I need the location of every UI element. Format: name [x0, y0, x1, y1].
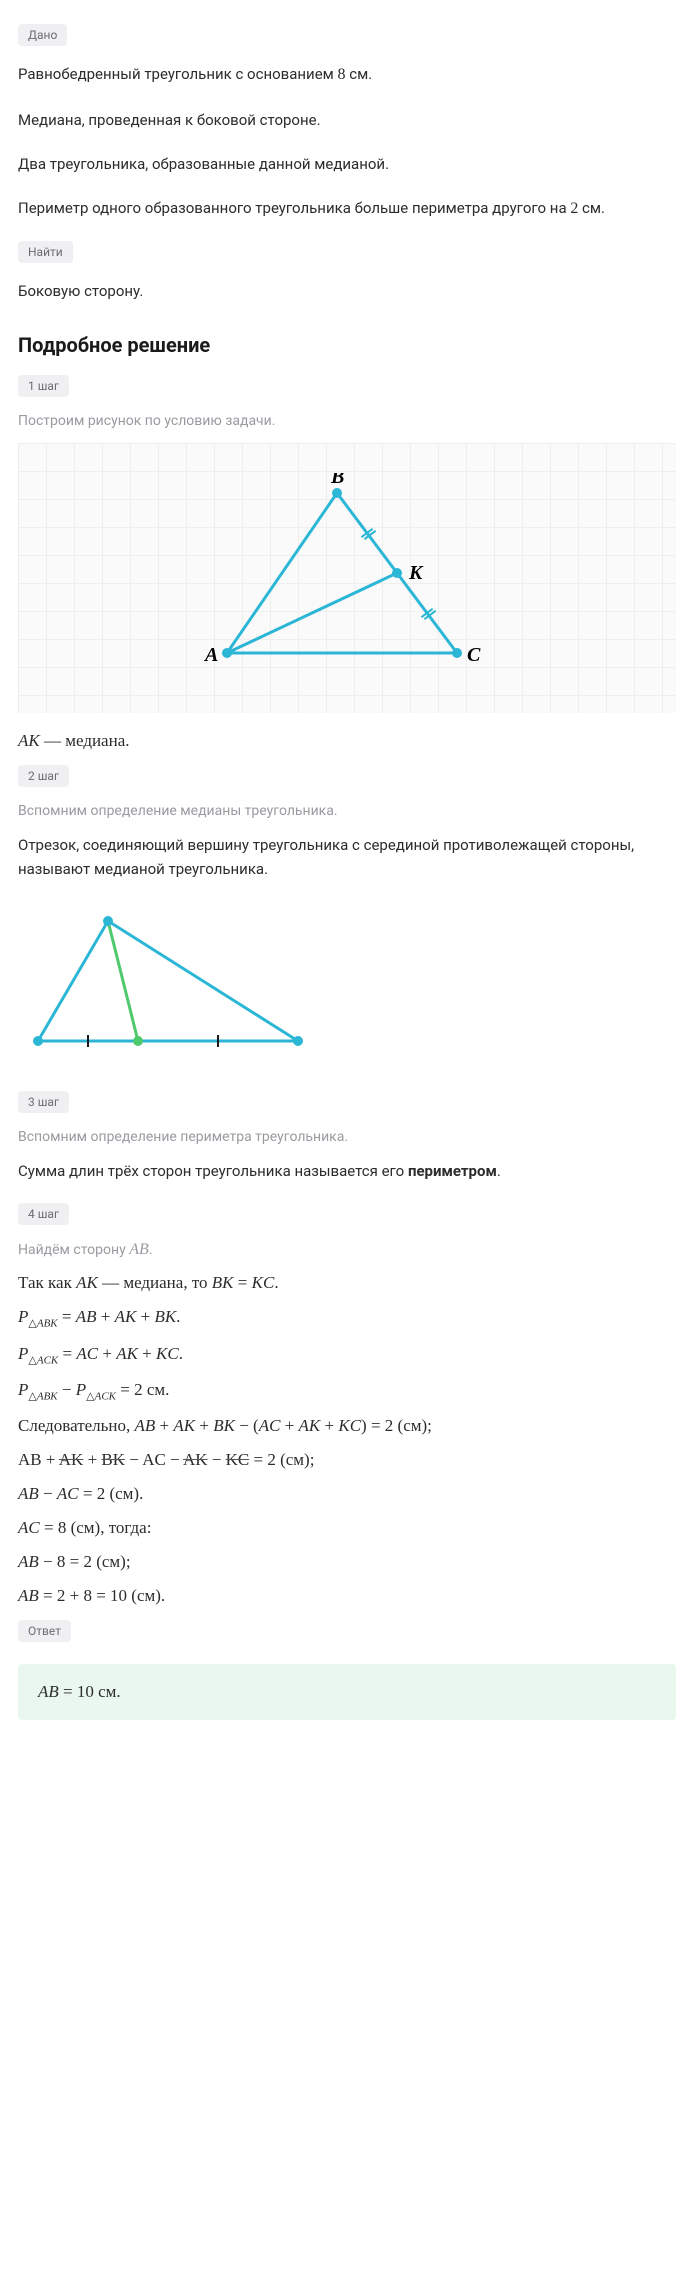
- find-badge: Найти: [18, 241, 73, 263]
- given-line-1: Равнобедренный треугольник с основанием …: [18, 62, 676, 88]
- step4-l2: P△ABK = AB + AK + BK.: [18, 1307, 676, 1329]
- math: AB: [129, 1241, 149, 1258]
- step4-l10: AB = 2 + 8 = 10 (см).: [18, 1586, 676, 1606]
- step4-l6: AB + AK + BK − AC − AK − KC = 2 (см);: [18, 1450, 676, 1470]
- strike: AK: [59, 1450, 84, 1469]
- step4-l1: Так как AK — медиана, то BK = KC.: [18, 1273, 676, 1293]
- step4-l4: P△ABK − P△ACK = 2 см.: [18, 1380, 676, 1402]
- svg-text:A: A: [203, 644, 218, 666]
- triangle-diagram: A B C K: [167, 473, 527, 693]
- text: см.: [346, 65, 373, 83]
- strike: AK: [183, 1450, 208, 1469]
- text: Периметр одного образованного треугольни…: [18, 199, 570, 217]
- strike: BK: [101, 1450, 125, 1469]
- text: Сумма длин трёх сторон треугольника назы…: [18, 1162, 408, 1180]
- step2-badge: 2 шаг: [18, 765, 69, 787]
- step4-l8: AC = 8 (см), тогда:: [18, 1518, 676, 1538]
- diagram-1: A B C K: [18, 443, 676, 713]
- svg-text:K: K: [408, 562, 424, 584]
- strike: KC: [226, 1450, 250, 1469]
- text: см.: [578, 199, 605, 217]
- value: 8: [338, 66, 346, 83]
- given-badge: Дано: [18, 24, 67, 46]
- text: — медиана.: [40, 731, 130, 750]
- t: AB +: [18, 1450, 59, 1469]
- t: +: [83, 1450, 101, 1469]
- t: − AC −: [125, 1450, 183, 1469]
- diagram-1-caption: AK — медиана.: [18, 731, 676, 751]
- step2-text: Отрезок, соединяющий вершину треугольник…: [18, 833, 676, 881]
- text: Найдём сторону: [18, 1242, 129, 1258]
- answer-text: AB = 10 см.: [38, 1682, 121, 1701]
- step3-badge: 3 шаг: [18, 1091, 69, 1113]
- step1-note: Построим рисунок по условию задачи.: [18, 413, 676, 429]
- math: Так как AK — медиана, то BK = KC.: [18, 1273, 279, 1292]
- answer-badge: Ответ: [18, 1620, 71, 1642]
- solution-heading: Подробное решение: [18, 333, 676, 357]
- bold: периметром: [408, 1162, 497, 1180]
- median-diagram: [18, 901, 318, 1061]
- step1-badge: 1 шаг: [18, 375, 69, 397]
- t: −: [208, 1450, 226, 1469]
- answer-box: AB = 10 см.: [18, 1664, 676, 1720]
- step4-badge: 4 шаг: [18, 1203, 69, 1225]
- step2-note: Вспомним определение медианы треугольник…: [18, 803, 676, 819]
- step4-l7: AB − AC = 2 (см).: [18, 1484, 676, 1504]
- step4-note: Найдём сторону AB.: [18, 1241, 676, 1259]
- text: .: [497, 1162, 501, 1180]
- given-line-3: Два треугольника, образованные данной ме…: [18, 152, 676, 176]
- t: = 2 (см);: [249, 1450, 314, 1469]
- given-line-2: Медиана, проведенная к боковой стороне.: [18, 108, 676, 132]
- step4-l5: Следовательно, AB + AK + BK − (AC + AK +…: [18, 1416, 676, 1436]
- given-line-4: Периметр одного образованного треугольни…: [18, 196, 676, 222]
- svg-text:C: C: [467, 644, 481, 666]
- find-text: Боковую сторону.: [18, 279, 676, 303]
- svg-text:B: B: [330, 473, 344, 488]
- step3-text: Сумма длин трёх сторон треугольника назы…: [18, 1159, 676, 1183]
- diagram-2: [18, 901, 676, 1061]
- text: .: [149, 1242, 153, 1258]
- step4-l3: P△ACK = AC + AK + KC.: [18, 1344, 676, 1366]
- math: AK: [18, 731, 40, 750]
- text: Равнобедренный треугольник с основанием: [18, 65, 338, 83]
- step3-note: Вспомним определение периметра треугольн…: [18, 1129, 676, 1145]
- step4-l9: AB − 8 = 2 (см);: [18, 1552, 676, 1572]
